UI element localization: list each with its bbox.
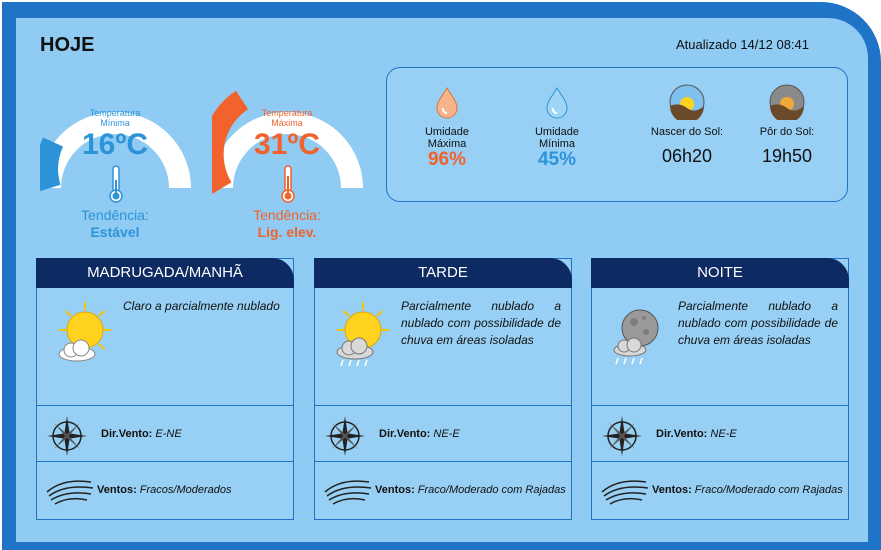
wind-speed: Ventos: Fraco/Moderado com Rajadas <box>652 484 843 496</box>
wind-speed-row: Ventos: Fracos/Moderados <box>37 462 293 518</box>
sun-cloud-icon <box>58 302 111 362</box>
humidity-min-label: Umidade <box>534 126 580 138</box>
wind-speed: Ventos: Fraco/Moderado com Rajadas <box>375 484 566 496</box>
sun-cloud-rain-icon <box>336 302 389 367</box>
sunrise-icon <box>669 84 705 120</box>
min-gauge-arc <box>40 112 191 192</box>
wind-icon <box>324 480 372 505</box>
sunrise-label: Nascer do Sol: <box>650 126 724 138</box>
humidity-min-value: 45% <box>537 149 577 170</box>
sunrise: Nascer do Sol: 06h20 <box>642 84 732 167</box>
wind-speed-row: Ventos: Fraco/Moderado com Rajadas <box>315 462 571 518</box>
page-title: HOJE <box>40 34 95 56</box>
wind-direction-row: Dir.Vento: NE-E <box>592 406 848 462</box>
max-temperature-gauge: Temperatura Máxima 31ºC Tendência: Lig. … <box>212 70 372 240</box>
humidity-max: Umidade Máxima 96% <box>402 84 492 170</box>
period-title: MADRUGADA/MANHÃ <box>36 258 294 288</box>
min-temperature-label: Temperatura Mínima <box>89 108 141 128</box>
wind-direction: Dir.Vento: E-NE <box>101 428 182 440</box>
period-forecast: Parcialmente nublado a nublado com possi… <box>592 288 848 406</box>
humidity-sun-panel: Umidade Máxima 96% Umidade Mínima 45% Na… <box>386 67 848 202</box>
sunrise-value: 06h20 <box>661 146 713 166</box>
sunset-icon <box>769 84 805 120</box>
wind-direction-row: Dir.Vento: NE-E <box>315 406 571 462</box>
humidity-max-label: Umidade <box>424 126 470 138</box>
wind-direction: Dir.Vento: NE-E <box>656 428 737 440</box>
max-gauge-arc <box>212 90 363 194</box>
wind-direction: Dir.Vento: NE-E <box>379 428 460 440</box>
period-card-afternoon: TARDE Parcialmente nublado a nublado com… <box>314 258 572 520</box>
period-forecast: Claro a parcialmente nublado <box>37 288 293 406</box>
compass-rose-icon <box>602 416 642 456</box>
compass-rose-icon <box>47 416 87 456</box>
period-card-morning: MADRUGADA/MANHÃ Claro a parcialmente nub… <box>36 258 294 520</box>
period-forecast: Parcialmente nublado a nublado com possi… <box>315 288 571 406</box>
wind-direction-row: Dir.Vento: E-NE <box>37 406 293 462</box>
humidity-min-sublabel: Mínima <box>538 138 576 150</box>
sunset-value: 19h50 <box>761 146 813 166</box>
period-description: Claro a parcialmente nublado <box>123 299 280 313</box>
thermometer-icon <box>109 165 123 203</box>
min-temperature-gauge: Temperatura Mínima 16ºC Tendência: Estáv… <box>40 70 200 240</box>
humidity-min-drop-icon <box>546 87 568 119</box>
humidity-max-sublabel: Máxima <box>427 138 467 150</box>
period-description: Parcialmente nublado a nublado com possi… <box>401 299 561 347</box>
max-trend: Tendência: Lig. elev. <box>253 207 321 240</box>
period-card-night: NOITE Parcialmente nublado a nublado com… <box>591 258 849 520</box>
max-temperature-label: Temperatura Máxima <box>261 108 313 128</box>
thermometer-icon <box>281 165 295 203</box>
compass-rose-icon <box>325 416 365 456</box>
updated-timestamp: Atualizado 14/12 08:41 <box>676 37 809 52</box>
wind-speed-row: Ventos: Fraco/Moderado com Rajadas <box>592 462 848 518</box>
humidity-max-drop-icon <box>436 87 458 119</box>
wind-icon <box>601 480 649 505</box>
sunset-label: Pôr do Sol: <box>759 126 815 138</box>
wind-speed: Ventos: Fracos/Moderados <box>97 484 232 496</box>
wind-icon <box>46 480 94 505</box>
sunset: Pôr do Sol: 19h50 <box>742 84 832 167</box>
period-title: NOITE <box>591 258 849 288</box>
min-temperature-value: 16ºC <box>82 128 148 161</box>
period-description: Parcialmente nublado a nublado com possi… <box>678 299 838 347</box>
max-temperature-value: 31ºC <box>254 128 320 161</box>
period-title: TARDE <box>314 258 572 288</box>
min-trend: Tendência: Estável <box>81 207 149 240</box>
humidity-max-value: 96% <box>427 149 467 170</box>
humidity-min: Umidade Mínima 45% <box>512 84 602 170</box>
moon-cloud-rain-icon <box>613 309 659 365</box>
